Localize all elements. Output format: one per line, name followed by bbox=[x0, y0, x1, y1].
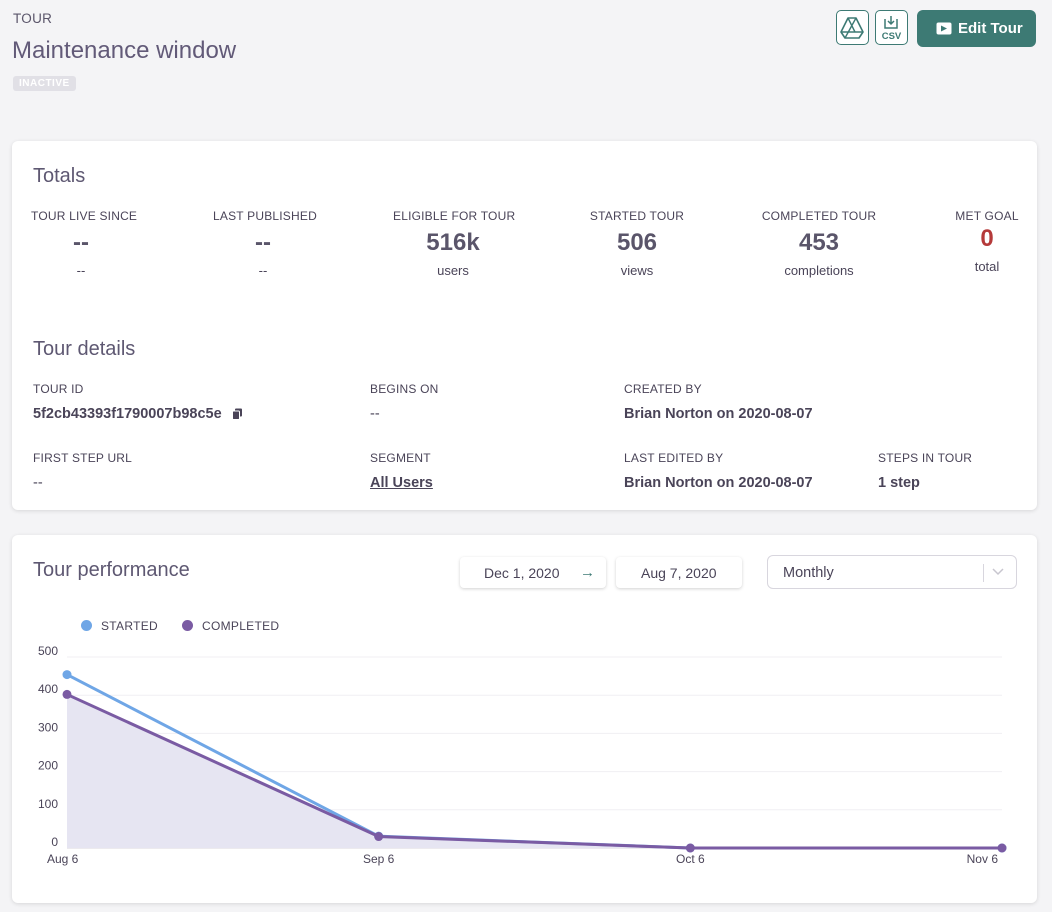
download-icon bbox=[884, 16, 898, 29]
stat-value: -- bbox=[73, 229, 89, 256]
stat-value: -- bbox=[255, 229, 271, 256]
x-tick-label: Nov 6 bbox=[967, 852, 999, 866]
legend-completed-label: COMPLETED bbox=[202, 619, 280, 633]
series-line-completed bbox=[66, 693, 1002, 850]
stat-label: TOUR LIVE SINCE bbox=[31, 209, 138, 223]
detail-value: 1 step bbox=[878, 475, 920, 491]
y-tick-label: 200 bbox=[38, 759, 58, 773]
detail-label: TOUR ID bbox=[33, 382, 84, 396]
y-tick-label: 100 bbox=[38, 797, 58, 811]
start-date-picker[interactable]: Dec 1, 2020 → bbox=[460, 557, 606, 588]
legend-started-label: STARTED bbox=[101, 619, 158, 633]
google-drive-export-button[interactable] bbox=[836, 10, 869, 45]
stat-label: ELIGIBLE FOR TOUR bbox=[393, 209, 516, 223]
chevron-down-icon bbox=[992, 568, 1004, 576]
end-date-picker[interactable]: Aug 7, 2020 bbox=[616, 557, 742, 588]
stat-value: 506 bbox=[616, 229, 658, 256]
stat-sub: -- bbox=[258, 263, 268, 278]
google-drive-icon bbox=[840, 17, 864, 39]
y-tick-label: 500 bbox=[38, 644, 58, 658]
detail-created-by: CREATED BY Brian Norton on 2020-08-07 bbox=[624, 382, 813, 422]
data-point-completed bbox=[62, 689, 72, 699]
detail-begins-on: BEGINS ON -- bbox=[370, 382, 438, 422]
stat-value: 516k bbox=[426, 229, 480, 256]
segment-link[interactable]: All Users bbox=[370, 475, 433, 491]
stat-completed: COMPLETED TOUR 453 completions bbox=[759, 209, 879, 278]
stat-sub: total bbox=[974, 259, 1000, 274]
detail-last-edited-by: LAST EDITED BY Brian Norton on 2020-08-0… bbox=[624, 451, 813, 491]
detail-value: Brian Norton on 2020-08-07 bbox=[624, 406, 813, 422]
play-icon bbox=[936, 22, 952, 35]
totals-card bbox=[12, 141, 1037, 510]
stat-value: 0 bbox=[980, 225, 994, 252]
legend-started-dot bbox=[81, 620, 92, 631]
y-tick-label: 400 bbox=[38, 682, 58, 696]
detail-label: SEGMENT bbox=[370, 451, 431, 465]
legend-completed-dot bbox=[182, 620, 193, 631]
stat-sub: users bbox=[437, 263, 469, 278]
status-badge: INACTIVE bbox=[13, 76, 76, 91]
detail-steps-in-tour: STEPS IN TOUR 1 step bbox=[878, 451, 972, 491]
x-tick-label: Oct 6 bbox=[676, 852, 705, 866]
detail-label: LAST EDITED BY bbox=[624, 451, 724, 465]
stat-sub: -- bbox=[76, 263, 86, 278]
stat-value: 453 bbox=[798, 229, 840, 256]
detail-tour-id: TOUR ID 5f2cb43393f1790007b98c5e bbox=[33, 382, 243, 422]
stat-sub: views bbox=[620, 263, 654, 278]
start-date-value: Dec 1, 2020 bbox=[484, 565, 560, 581]
page-header: TOUR Maintenance window INACTIVE CSV Edi… bbox=[0, 0, 1052, 120]
completed-area bbox=[67, 694, 1002, 848]
stat-label: MET GOAL bbox=[955, 209, 1019, 223]
data-point-completed bbox=[997, 843, 1007, 853]
data-point-completed bbox=[685, 843, 695, 853]
end-date-value: Aug 7, 2020 bbox=[641, 565, 717, 581]
stat-label: LAST PUBLISHED bbox=[213, 209, 317, 223]
x-tick-label: Aug 6 bbox=[47, 852, 79, 866]
tour-details-title: Tour details bbox=[33, 338, 136, 360]
interval-value: Monthly bbox=[783, 565, 834, 581]
detail-first-step-url: FIRST STEP URL -- bbox=[33, 451, 132, 491]
y-tick-label: 300 bbox=[38, 720, 58, 734]
edit-tour-label: Edit Tour bbox=[958, 20, 1023, 37]
edit-tour-button[interactable]: Edit Tour bbox=[917, 10, 1036, 47]
totals-title: Totals bbox=[33, 165, 86, 187]
stat-label: COMPLETED TOUR bbox=[761, 209, 877, 223]
page-title: Maintenance window bbox=[12, 37, 237, 64]
copy-icon[interactable] bbox=[231, 408, 243, 421]
stat-met-goal: MET GOAL 0 total bbox=[951, 209, 1023, 274]
interval-select[interactable]: Monthly bbox=[767, 555, 1017, 589]
stat-sub: completions bbox=[784, 263, 854, 278]
detail-label: STEPS IN TOUR bbox=[878, 451, 973, 465]
stat-last-published: LAST PUBLISHED -- -- bbox=[213, 209, 317, 278]
detail-value: -- bbox=[33, 475, 43, 491]
detail-label: CREATED BY bbox=[624, 382, 702, 396]
data-point-started bbox=[62, 670, 72, 680]
csv-label: CSV bbox=[881, 31, 902, 42]
stat-eligible: ELIGIBLE FOR TOUR 516k users bbox=[393, 209, 516, 278]
detail-label: BEGINS ON bbox=[370, 382, 439, 396]
data-point-completed bbox=[374, 832, 384, 842]
detail-segment: SEGMENT All Users bbox=[370, 451, 433, 491]
stat-started: STARTED TOUR 506 views bbox=[582, 209, 692, 278]
page-kicker: TOUR bbox=[13, 11, 53, 26]
tour-id-value: 5f2cb43393f1790007b98c5e bbox=[33, 406, 222, 422]
stat-label: STARTED TOUR bbox=[589, 209, 685, 223]
arrow-right-icon: → bbox=[580, 564, 595, 581]
stat-tour-live-since: TOUR LIVE SINCE -- -- bbox=[31, 209, 138, 278]
y-tick-label: 0 bbox=[51, 835, 58, 849]
csv-export-button[interactable]: CSV bbox=[875, 10, 908, 45]
select-divider bbox=[983, 564, 984, 582]
x-tick-label: Sep 6 bbox=[363, 852, 395, 866]
detail-value: Brian Norton on 2020-08-07 bbox=[624, 475, 813, 491]
detail-label: FIRST STEP URL bbox=[33, 451, 133, 465]
performance-title: Tour performance bbox=[33, 559, 190, 581]
detail-value: -- bbox=[370, 406, 380, 422]
